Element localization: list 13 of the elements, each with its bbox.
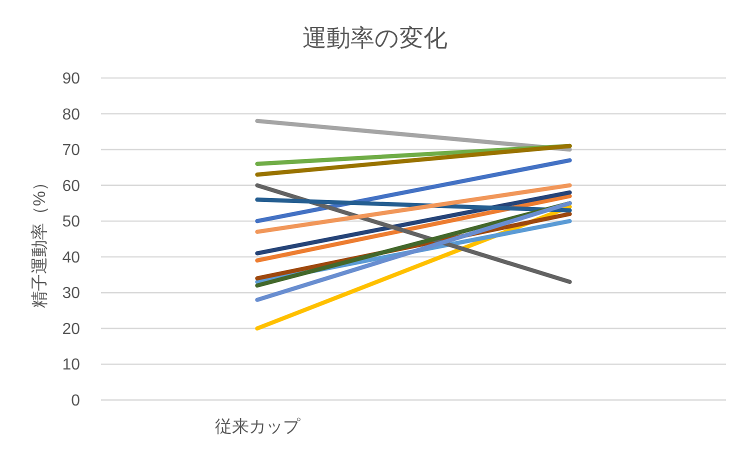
y-axis-title: 精子運動率（%） (30, 174, 49, 308)
y-tick-label: 90 (62, 70, 80, 88)
y-tick-label: 60 (62, 178, 80, 195)
y-tick-label: 40 (62, 249, 80, 266)
y-tick-label: 20 (62, 320, 80, 338)
y-tick-label: 80 (62, 106, 80, 124)
chart-title: 運動率の変化 (302, 25, 448, 52)
y-tick-label: 30 (62, 285, 80, 302)
y-tick-label: 70 (62, 142, 80, 160)
y-tick-label: 0 (71, 392, 80, 410)
x-tick-labels: 従来カップ (214, 417, 300, 436)
y-tick-label: 50 (62, 214, 80, 231)
y-tick-label: 10 (62, 356, 80, 374)
